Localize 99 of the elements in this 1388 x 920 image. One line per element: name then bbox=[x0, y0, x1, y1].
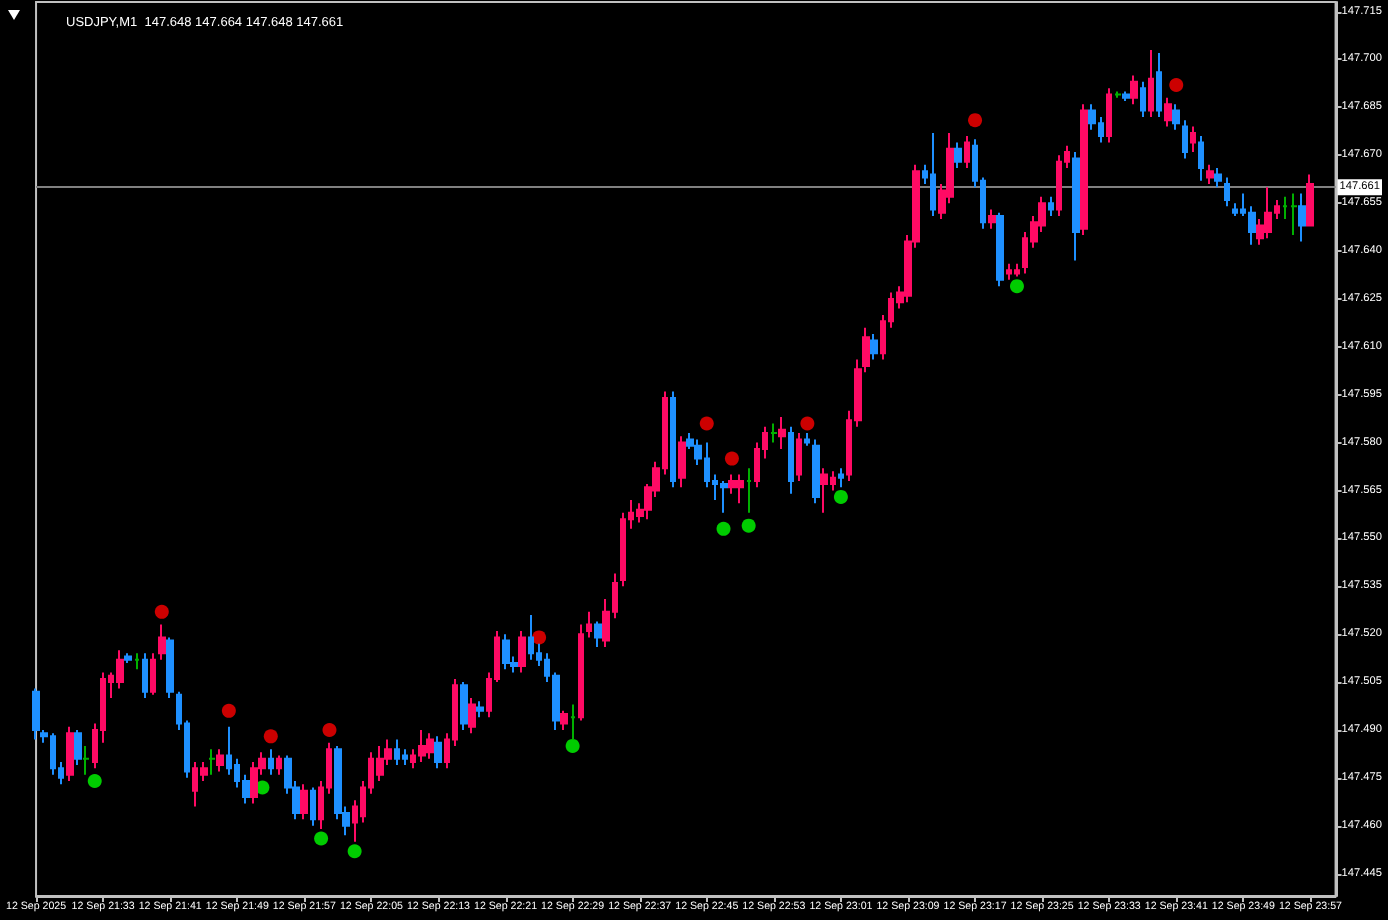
candlestick bbox=[804, 432, 810, 447]
candlestick bbox=[116, 649, 124, 690]
point bbox=[724, 451, 739, 466]
candlestick bbox=[300, 783, 308, 821]
candlestick bbox=[788, 425, 794, 495]
candlestick bbox=[1214, 167, 1222, 189]
candlestick bbox=[812, 438, 820, 505]
candlestick bbox=[310, 786, 316, 827]
point bbox=[87, 774, 102, 789]
candlestick bbox=[1056, 154, 1062, 217]
point bbox=[263, 729, 278, 744]
candlestick bbox=[1172, 103, 1180, 131]
candlestick bbox=[1080, 103, 1088, 237]
point bbox=[716, 521, 731, 536]
candlestick bbox=[134, 652, 140, 671]
point bbox=[968, 113, 983, 128]
candlestick bbox=[736, 473, 744, 505]
candlestick bbox=[74, 728, 82, 767]
candlestick bbox=[1190, 125, 1196, 154]
candlestick bbox=[770, 422, 778, 444]
candlestick bbox=[528, 614, 534, 661]
candlestick bbox=[560, 709, 568, 731]
candlestick bbox=[434, 735, 442, 770]
candlestick bbox=[1140, 80, 1146, 118]
candlestick bbox=[1232, 202, 1238, 217]
candlestick bbox=[1264, 186, 1272, 240]
candlestick bbox=[1198, 135, 1204, 182]
candlestick bbox=[124, 652, 132, 664]
candlestick bbox=[838, 467, 844, 489]
candlestick bbox=[502, 633, 510, 671]
candlestick bbox=[594, 620, 602, 648]
candlestick bbox=[1206, 163, 1214, 185]
candlestick bbox=[1182, 119, 1188, 160]
point bbox=[347, 844, 362, 859]
point bbox=[1169, 78, 1184, 93]
candlestick bbox=[1072, 151, 1080, 262]
point bbox=[154, 604, 169, 619]
candlestick bbox=[670, 390, 676, 489]
point bbox=[800, 416, 815, 431]
candlestick bbox=[964, 135, 970, 170]
candlestick bbox=[460, 681, 468, 731]
candlestick bbox=[870, 333, 878, 361]
candlestick bbox=[1164, 96, 1172, 128]
candlestick bbox=[66, 725, 74, 783]
point bbox=[699, 416, 714, 431]
candlestick bbox=[426, 732, 434, 760]
candlestick bbox=[1224, 176, 1230, 208]
candlestick bbox=[166, 636, 174, 700]
candlestick bbox=[1290, 192, 1298, 237]
candlestick bbox=[1114, 90, 1122, 99]
candlestick bbox=[142, 652, 148, 700]
candlestick bbox=[820, 467, 828, 514]
candlestick bbox=[250, 760, 258, 805]
candlestick bbox=[988, 208, 996, 230]
candlestick bbox=[468, 697, 476, 735]
candlestick bbox=[418, 728, 426, 763]
candlestick bbox=[746, 467, 752, 514]
candlestick bbox=[1122, 90, 1130, 102]
candlestick bbox=[150, 652, 156, 696]
point bbox=[221, 703, 236, 718]
candlestick bbox=[678, 435, 686, 489]
candlestick bbox=[996, 211, 1004, 288]
candlestick bbox=[82, 744, 90, 776]
candlestick bbox=[586, 610, 592, 639]
point bbox=[741, 518, 756, 533]
candlestick bbox=[476, 700, 484, 719]
candlestick bbox=[720, 479, 728, 514]
point bbox=[565, 738, 580, 753]
point bbox=[532, 630, 547, 645]
candlestick bbox=[276, 754, 282, 776]
candlestick bbox=[208, 748, 216, 776]
candlestick bbox=[268, 748, 274, 776]
candlestick bbox=[728, 473, 736, 495]
candlestick bbox=[1298, 192, 1306, 243]
candlestick bbox=[1306, 173, 1314, 227]
candlestick bbox=[570, 703, 576, 741]
candlestick bbox=[216, 748, 224, 773]
point bbox=[1009, 279, 1024, 294]
candlestick bbox=[796, 432, 802, 482]
candlestick bbox=[1006, 262, 1012, 281]
candlestick bbox=[158, 623, 166, 661]
candlestick bbox=[578, 623, 584, 722]
candlestick bbox=[1048, 195, 1054, 217]
point bbox=[833, 489, 848, 504]
candlestick bbox=[1148, 48, 1154, 118]
point bbox=[314, 831, 329, 846]
candlestick bbox=[518, 629, 526, 674]
candlestick bbox=[32, 687, 40, 741]
point bbox=[322, 722, 337, 737]
candlestick bbox=[1156, 52, 1162, 118]
candlestick bbox=[1106, 87, 1112, 144]
candlestick bbox=[1282, 195, 1288, 221]
candlestick bbox=[394, 738, 400, 767]
candlestick bbox=[1014, 262, 1020, 278]
candlestick bbox=[954, 141, 962, 170]
candlestick bbox=[778, 416, 786, 450]
candlestick bbox=[1130, 74, 1138, 106]
candlestick bbox=[402, 748, 408, 767]
candlestick bbox=[930, 131, 936, 217]
